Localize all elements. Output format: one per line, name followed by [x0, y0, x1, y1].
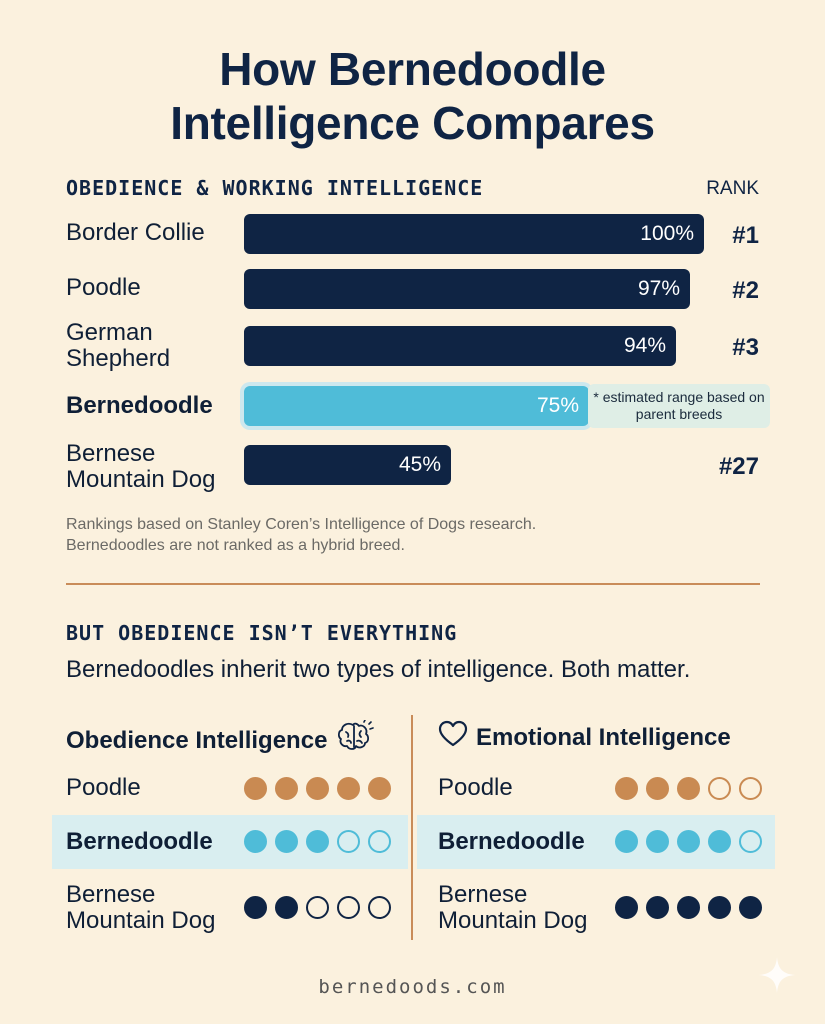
rating-dot-filled	[615, 777, 638, 800]
page-title: How Bernedoodle Intelligence Compares	[0, 42, 825, 150]
rank-label: #27	[718, 453, 759, 480]
rating-dot-empty	[708, 777, 731, 800]
rating-dot-filled	[306, 830, 329, 853]
obedience-column-heading: Obedience Intelligence	[66, 719, 375, 761]
rating-dot-empty	[368, 830, 391, 853]
bar-label: Bernedoodle	[66, 392, 213, 419]
obedience-rating	[244, 777, 391, 800]
rating-dot-filled	[677, 777, 700, 800]
rating-dot-filled	[646, 777, 669, 800]
section-heading-obedience: OBEDIENCE & WORKING INTELLIGENCE	[66, 176, 484, 200]
rating-dot-filled	[275, 777, 298, 800]
rating-dot-filled	[337, 777, 360, 800]
emotional-heading-text: Emotional Intelligence	[476, 723, 731, 751]
bar-label: Border Collie	[66, 219, 205, 246]
rating-dot-filled	[646, 896, 669, 919]
bar-label: Bernese Mountain Dog	[66, 440, 216, 493]
rating-dot-filled	[708, 830, 731, 853]
rating-dot-filled	[646, 830, 669, 853]
rank-label: #1	[732, 222, 759, 249]
bar: 100%	[244, 214, 704, 254]
heart-icon	[438, 720, 468, 755]
title-line-1: How Bernedoodle	[219, 43, 606, 95]
rating-dot-filled	[306, 777, 329, 800]
brand-url: bernedoods.com	[318, 976, 507, 998]
rating-dot-filled	[708, 896, 731, 919]
section-subtitle: Bernedoodles inherit two types of intell…	[66, 656, 691, 683]
rating-dot-empty	[739, 830, 762, 853]
emotional-row-label: Bernese Mountain Dog	[438, 881, 588, 934]
obedience-rating	[244, 896, 391, 919]
rating-dot-empty	[306, 896, 329, 919]
bar-value-label: 75%	[536, 394, 579, 417]
obedience-row-label: Bernedoodle	[66, 828, 213, 855]
rating-dot-filled	[677, 896, 700, 919]
emotional-rating	[615, 777, 762, 800]
section-heading-everything: BUT OBEDIENCE ISN’T EVERYTHING	[66, 621, 458, 645]
obedience-heading-text: Obedience Intelligence	[66, 726, 328, 754]
section-divider	[66, 583, 760, 585]
rankings-footnote: Rankings based on Stanley Coren’s Intell…	[66, 514, 766, 556]
emotional-rating	[615, 896, 762, 919]
bar-label: German Shepherd	[66, 319, 171, 372]
obedience-row-label: Poodle	[66, 774, 141, 801]
rating-dot-empty	[337, 896, 360, 919]
rating-dot-filled	[615, 896, 638, 919]
emotional-row-label: Poodle	[438, 774, 513, 801]
emotional-column-heading: Emotional Intelligence	[438, 720, 731, 755]
title-line-2: Intelligence Compares	[170, 97, 655, 149]
rating-dot-filled	[368, 777, 391, 800]
bar: 94%	[244, 326, 676, 366]
brain-icon	[335, 719, 375, 761]
obedience-row-label: Bernese Mountain Dog	[66, 881, 216, 934]
bar-value-label: 100%	[640, 222, 694, 245]
column-divider	[411, 715, 413, 940]
estimate-note: * estimated range based on parent breeds	[588, 384, 770, 428]
footnote-line-2: Bernedoodles are not ranked as a hybrid …	[66, 537, 405, 554]
rating-dot-filled	[275, 896, 298, 919]
rating-dot-filled	[275, 830, 298, 853]
bar-value-label: 97%	[637, 277, 680, 300]
bar: 97%	[244, 269, 690, 309]
rank-label: #3	[732, 334, 759, 361]
rank-label: #2	[732, 277, 759, 304]
rating-dot-filled	[615, 830, 638, 853]
bar: 75%	[244, 386, 589, 426]
bar-value-label: 94%	[623, 334, 666, 357]
footnote-line-1: Rankings based on Stanley Coren’s Intell…	[66, 516, 537, 533]
rating-dot-empty	[739, 777, 762, 800]
obedience-rating	[244, 830, 391, 853]
rating-dot-empty	[337, 830, 360, 853]
rating-dot-empty	[368, 896, 391, 919]
rating-dot-filled	[739, 896, 762, 919]
emotional-rating	[615, 830, 762, 853]
bar: 45%	[244, 445, 451, 485]
rating-dot-filled	[244, 896, 267, 919]
rank-heading: RANK	[706, 178, 759, 199]
rating-dot-filled	[244, 777, 267, 800]
bar-label: Poodle	[66, 274, 141, 301]
sparkle-icon	[759, 957, 795, 993]
bar-value-label: 45%	[398, 453, 441, 476]
rating-dot-filled	[677, 830, 700, 853]
rating-dot-filled	[244, 830, 267, 853]
emotional-row-label: Bernedoodle	[438, 828, 585, 855]
